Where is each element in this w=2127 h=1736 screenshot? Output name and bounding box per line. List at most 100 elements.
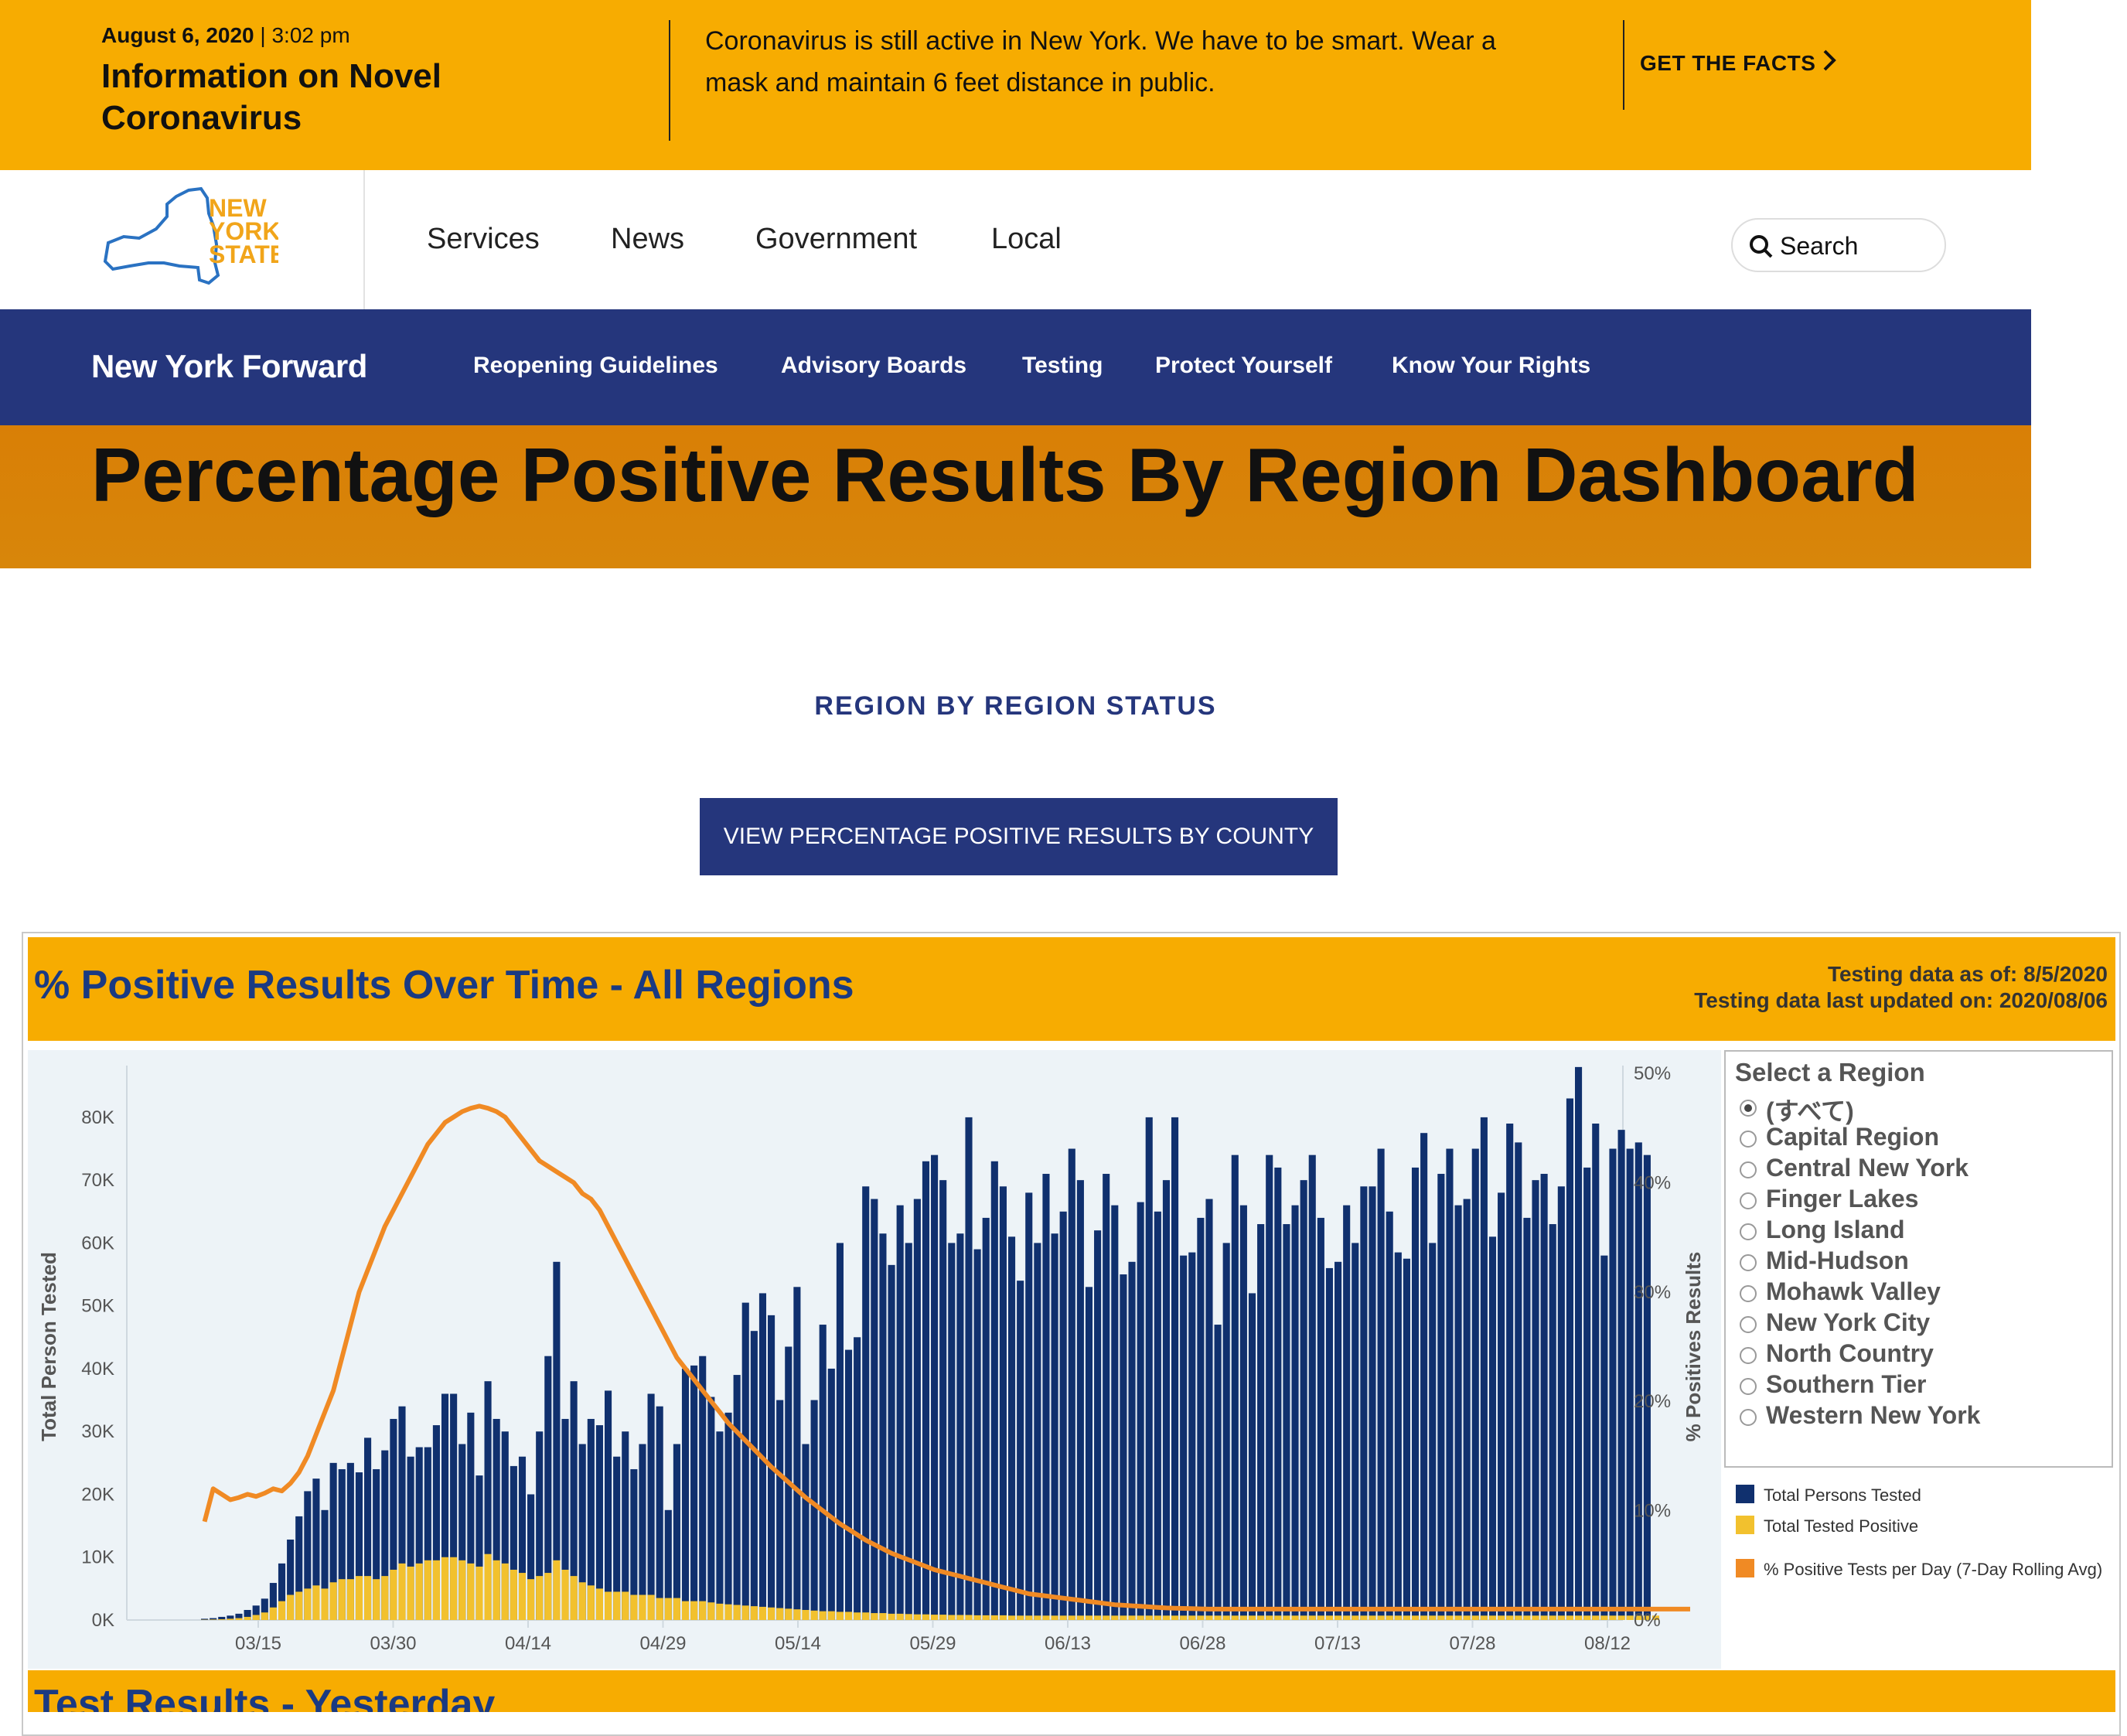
bar-tested-positive <box>1395 1615 1402 1620</box>
bar-tested-positive <box>1215 1615 1222 1620</box>
bar-total-tested <box>1437 1174 1444 1620</box>
nav-government[interactable]: Government <box>755 223 917 256</box>
bar-tested-positive <box>1481 1615 1488 1620</box>
bar-total-tested <box>724 1413 731 1620</box>
legend-swatch <box>1736 1559 1754 1577</box>
search-button[interactable]: Search <box>1731 218 1946 272</box>
y-tick-label: 60K <box>81 1233 114 1253</box>
bar-tested-positive <box>707 1602 714 1620</box>
radio-button-icon[interactable] <box>1740 1285 1757 1302</box>
nav-local[interactable]: Local <box>991 223 1062 256</box>
y-axis-title: Total Person Tested <box>37 1252 60 1441</box>
bar-total-tested <box>1558 1186 1565 1620</box>
bar-tested-positive <box>1128 1615 1135 1620</box>
bar-tested-positive <box>588 1585 595 1620</box>
bar-total-tested <box>1532 1180 1539 1620</box>
bar-tested-positive <box>390 1570 397 1620</box>
bar-total-tested <box>1352 1243 1358 1620</box>
bar-tested-positive <box>1223 1615 1230 1620</box>
ny-forward-brand[interactable]: New York Forward <box>91 348 367 385</box>
radio-button-icon[interactable] <box>1740 1254 1757 1271</box>
bar-tested-positive <box>1515 1615 1522 1620</box>
radio-button-icon[interactable] <box>1740 1409 1757 1426</box>
bar-tested-positive <box>321 1588 328 1620</box>
region-option-label: Southern Tier <box>1766 1370 1926 1399</box>
bar-tested-positive <box>897 1614 904 1620</box>
bar-tested-positive <box>1257 1615 1264 1620</box>
subnav-reopening-guidelines[interactable]: Reopening Guidelines <box>473 353 718 379</box>
bar-tested-positive <box>673 1598 680 1620</box>
bar-tested-positive <box>287 1594 294 1620</box>
bar-total-tested <box>1309 1155 1316 1620</box>
bar-tested-positive <box>1618 1615 1625 1620</box>
bar-tested-positive <box>811 1611 818 1620</box>
bar-tested-positive <box>724 1605 731 1620</box>
chevron-right-icon[interactable] <box>1820 48 1839 73</box>
view-by-county-button[interactable]: VIEW PERCENTAGE POSITIVE RESULTS BY COUN… <box>700 798 1338 875</box>
positive-results-chart[interactable]: 0K10K20K30K40K50K60K70K80K0%10%20%30%40%… <box>28 1050 1721 1669</box>
bar-tested-positive <box>716 1604 723 1620</box>
y-tick-label: 0K <box>92 1610 114 1631</box>
subnav-protect-yourself[interactable]: Protect Yourself <box>1155 353 1332 379</box>
bar-tested-positive <box>1343 1615 1350 1620</box>
bar-tested-positive <box>1034 1615 1041 1620</box>
bar-tested-positive <box>785 1608 792 1620</box>
bar-total-tested <box>1429 1243 1436 1620</box>
bar-total-tested <box>1575 1067 1582 1620</box>
bar-total-tested <box>1249 1293 1256 1620</box>
bar-total-tested <box>1464 1199 1471 1620</box>
bar-total-tested <box>948 1243 955 1620</box>
region-option-label: Capital Region <box>1766 1123 1939 1151</box>
nys-logo[interactable]: NEW YORK STATE <box>93 182 278 291</box>
get-the-facts-link[interactable]: GET THE FACTS <box>1640 51 1815 76</box>
nav-services[interactable]: Services <box>427 223 540 256</box>
radio-button-icon[interactable] <box>1740 1100 1757 1117</box>
radio-button-icon[interactable] <box>1740 1131 1757 1148</box>
bar-tested-positive <box>295 1591 302 1620</box>
bar-total-tested <box>707 1397 714 1620</box>
bar-tested-positive <box>433 1560 440 1620</box>
bar-tested-positive <box>1309 1615 1316 1620</box>
radio-button-icon[interactable] <box>1740 1161 1757 1178</box>
bar-total-tested <box>888 1265 895 1620</box>
subnav-advisory-boards[interactable]: Advisory Boards <box>781 353 966 379</box>
radio-button-icon[interactable] <box>1740 1378 1757 1395</box>
subnav-know-your-rights[interactable]: Know Your Rights <box>1392 353 1590 379</box>
bar-total-tested <box>1188 1253 1195 1620</box>
bar-tested-positive <box>476 1567 482 1620</box>
bar-tested-positive <box>759 1607 766 1620</box>
bar-total-tested <box>862 1186 869 1620</box>
bar-tested-positive <box>776 1608 783 1620</box>
bar-total-tested <box>1146 1117 1153 1620</box>
radio-button-icon[interactable] <box>1740 1192 1757 1209</box>
nav-news[interactable]: News <box>611 223 684 256</box>
bar-total-tested <box>1498 1192 1505 1620</box>
radio-button-icon[interactable] <box>1740 1223 1757 1240</box>
y-tick-label: 10K <box>81 1547 114 1568</box>
bar-tested-positive <box>1240 1615 1247 1620</box>
bar-tested-positive <box>1369 1615 1375 1620</box>
radio-button-icon[interactable] <box>1740 1347 1757 1364</box>
bar-tested-positive <box>965 1615 972 1620</box>
legend-label: % Positive Tests per Day (7-Day Rolling … <box>1764 1560 2102 1580</box>
bar-total-tested <box>1515 1142 1522 1620</box>
alert-date: August 6, 2020 | 3:02 pm <box>101 23 350 48</box>
bar-tested-positive <box>871 1613 878 1620</box>
x-tick-label: 05/29 <box>909 1633 956 1654</box>
subnav-testing[interactable]: Testing <box>1022 353 1103 379</box>
bar-tested-positive <box>751 1606 758 1620</box>
y2-tick-label: 10% <box>1634 1501 1671 1522</box>
bar-tested-positive <box>939 1615 946 1620</box>
radio-button-icon[interactable] <box>1740 1316 1757 1333</box>
y2-tick-label: 30% <box>1634 1282 1671 1303</box>
bar-total-tested <box>1042 1174 1049 1620</box>
bar-total-tested <box>1326 1268 1333 1620</box>
bar-tested-positive <box>1549 1615 1556 1620</box>
bar-total-tested <box>656 1407 663 1620</box>
ny-forward-nav: New York Forward Reopening Guidelines Ad… <box>0 309 2031 425</box>
bar-tested-positive <box>561 1570 568 1620</box>
bar-tested-positive <box>1472 1615 1479 1620</box>
bar-tested-positive <box>485 1554 492 1620</box>
bar-total-tested <box>1052 1233 1058 1620</box>
bar-total-tested <box>871 1199 878 1620</box>
